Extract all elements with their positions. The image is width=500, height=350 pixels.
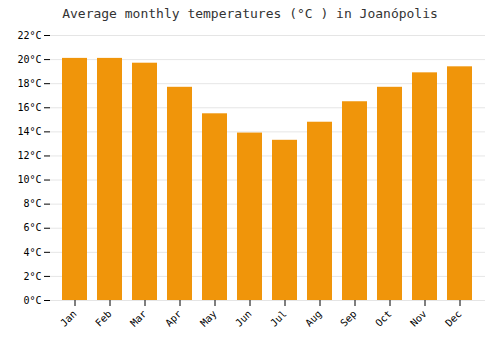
svg-text:Jan: Jan [58, 308, 79, 329]
svg-text:Mar: Mar [128, 308, 149, 329]
svg-text:12°C: 12°C [17, 150, 41, 161]
svg-text:Jun: Jun [233, 308, 254, 329]
svg-text:Jul: Jul [268, 308, 289, 329]
svg-text:8°C: 8°C [23, 198, 41, 209]
html-text:Average monthly temperatures (: Average monthly temperatures (°C ) in Jo… [62, 6, 438, 21]
svg-text:May: May [198, 308, 219, 329]
svg-text:2°C: 2°C [23, 271, 41, 282]
svg-text:Apr: Apr [163, 308, 184, 329]
svg-text:18°C: 18°C [17, 78, 41, 89]
svg-text:0°C: 0°C [23, 295, 41, 306]
svg-text:Dec: Dec [443, 308, 464, 329]
svg-text:6°C: 6°C [23, 222, 41, 233]
svg-text:Nov: Nov [408, 308, 429, 329]
svg-text:14°C: 14°C [17, 126, 41, 137]
svg-text:22°C: 22°C [17, 30, 41, 41]
svg-text:Aug: Aug [303, 308, 324, 329]
svg-text:4°C: 4°C [23, 247, 41, 258]
svg-text:20°C: 20°C [17, 54, 41, 65]
svg-text:Feb: Feb [93, 308, 114, 329]
svg-text:Oct: Oct [373, 308, 394, 329]
svg-text:16°C: 16°C [17, 102, 41, 113]
svg-text:Sep: Sep [338, 308, 359, 329]
svg-text:10°C: 10°C [17, 174, 41, 185]
